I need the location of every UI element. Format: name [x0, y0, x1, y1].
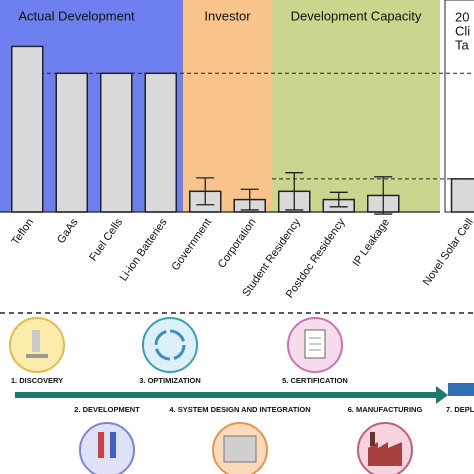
- icon-certification: [287, 317, 343, 373]
- icon-discovery: [9, 317, 65, 373]
- step-label: 2. DEVELOPMENT: [74, 405, 140, 414]
- error-bar: [196, 177, 215, 206]
- error-bar: [285, 172, 304, 211]
- icon-development: [79, 422, 135, 474]
- step-label: 6. MANUFACTURING: [348, 405, 423, 414]
- panel-label: Ta: [455, 37, 470, 52]
- step-label: 1. DISCOVERY: [11, 376, 63, 385]
- panel-label: Investor: [204, 8, 251, 23]
- panel-label: 20: [455, 9, 469, 24]
- x-tick-label: Teflon: [9, 217, 36, 248]
- bar: [100, 72, 133, 213]
- panel-label: Development Capacity: [291, 8, 422, 23]
- arrow-head: [436, 386, 448, 404]
- bar: [450, 178, 474, 213]
- x-tick-label: Li-ion Batteries: [118, 216, 170, 283]
- x-tick-label: GaAs: [55, 216, 81, 246]
- panel-background: [444, 0, 474, 213]
- x-tick-label: Corporation: [216, 217, 259, 271]
- step-label: 3. OPTIMIZATION: [139, 376, 201, 385]
- panel-background: [183, 0, 272, 212]
- truck-icon: [448, 383, 474, 396]
- bar: [144, 72, 177, 213]
- x-tick-label: IP Leakage: [350, 217, 392, 269]
- x-tick-label: Government: [170, 217, 215, 273]
- bar: [11, 45, 44, 213]
- panel-label: Actual Development: [18, 8, 135, 23]
- x-tick-label: Fuel Cells: [87, 216, 125, 263]
- icon-system-design: [212, 422, 268, 474]
- x-tick-label: Novel Solar Cell: [421, 217, 474, 288]
- process-steps: 1. DISCOVERY 2. DEVELOPMENT 3. OPTIMIZATIO…: [11, 376, 474, 414]
- error-bar: [374, 176, 393, 215]
- bar: [55, 72, 88, 213]
- step-label: 4. SYSTEM DESIGN AND INTEGRATION: [169, 405, 310, 414]
- process-arrow: [15, 392, 440, 398]
- panel-background: [272, 0, 440, 212]
- error-bar: [329, 191, 348, 208]
- icon-manufacturing: [357, 422, 413, 474]
- step-label: 5. CERTIFICATION: [282, 376, 348, 385]
- error-bar: [240, 188, 259, 211]
- step-label: 7. DEPL: [446, 405, 474, 414]
- chart: Actual Development Investor Development Ca…: [0, 0, 474, 301]
- panel-label: Cli: [455, 23, 470, 38]
- icon-optimization: [142, 317, 198, 373]
